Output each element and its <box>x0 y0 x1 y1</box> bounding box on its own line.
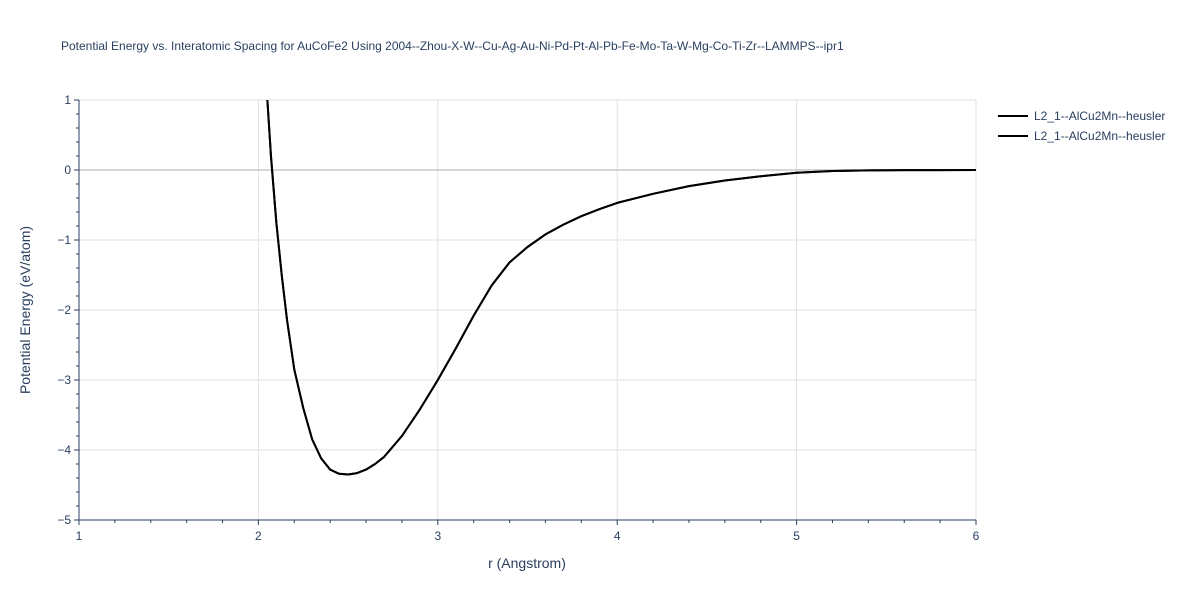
y-axis-title: Potential Energy (eV/atom) <box>17 226 33 394</box>
legend-item[interactable]: L2_1--AlCu2Mn--heusler <box>998 126 1165 146</box>
axes <box>74 99 977 525</box>
y-tick-label: −3 <box>57 373 71 387</box>
x-tick-label: 4 <box>614 529 621 543</box>
y-tick-label: −1 <box>57 233 71 247</box>
y-tick-label: −4 <box>57 443 71 457</box>
legend-line-swatch <box>998 115 1028 117</box>
x-tick-label: 6 <box>973 529 980 543</box>
x-tick-label: 3 <box>434 529 441 543</box>
series-line-1 <box>266 100 976 476</box>
series-layer <box>266 100 976 476</box>
x-axis-title: r (Angstrom) <box>488 555 566 571</box>
legend-line-swatch <box>998 135 1028 137</box>
y-tick-label: 1 <box>64 93 71 107</box>
chart-title: Potential Energy vs. Interatomic Spacing… <box>61 39 844 53</box>
y-tick-label: −5 <box>57 513 71 527</box>
legend: L2_1--AlCu2Mn--heusler L2_1--AlCu2Mn--he… <box>998 106 1165 146</box>
x-tick-label: 5 <box>793 529 800 543</box>
legend-item[interactable]: L2_1--AlCu2Mn--heusler <box>998 106 1165 126</box>
y-tick-label: −2 <box>57 303 71 317</box>
grid-lines <box>79 99 977 520</box>
legend-label: L2_1--AlCu2Mn--heusler <box>1034 129 1166 143</box>
tick-labels: 1 2 3 4 5 6 1 0 −1 −2 −3 −4 −5 <box>57 93 979 543</box>
series-line-2 <box>266 100 976 476</box>
legend-label: L2_1--AlCu2Mn--heusler <box>1034 109 1166 123</box>
x-tick-label: 1 <box>76 529 83 543</box>
y-tick-label: 0 <box>64 163 71 177</box>
x-tick-label: 2 <box>255 529 262 543</box>
